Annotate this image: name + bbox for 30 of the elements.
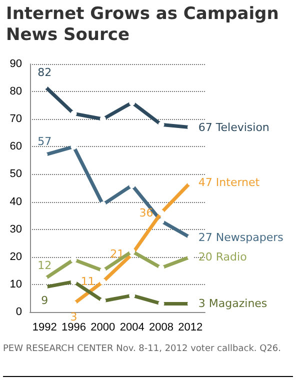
text: 67 Television bbox=[198, 120, 270, 134]
x-tick-label: 1996 bbox=[62, 322, 86, 334]
y-tick-label: 70 bbox=[10, 113, 22, 126]
data-label: 12 bbox=[38, 258, 52, 272]
y-tick-label: 50 bbox=[10, 168, 22, 180]
y-tick-label: 40 bbox=[10, 196, 22, 208]
x-tick-label: 2000 bbox=[90, 322, 116, 334]
data-label: 3 bbox=[70, 310, 78, 324]
y-tick-label: 0 bbox=[16, 306, 22, 318]
y-tick-label: 10 bbox=[10, 278, 22, 290]
x-tick-label: 2008 bbox=[149, 322, 174, 334]
text: 47 Internet bbox=[198, 176, 260, 189]
y-tick-label: 80 bbox=[10, 86, 22, 98]
x-tick-label: 1992 bbox=[32, 322, 57, 334]
data-label: 9 bbox=[41, 294, 48, 308]
x-tick-label: 2004 bbox=[120, 322, 144, 334]
chart-title: Internet Grows as Campaign News Source bbox=[6, 4, 280, 46]
data-label: 11 bbox=[80, 275, 95, 288]
text: 20 Radio bbox=[198, 250, 247, 264]
y-tick-label: 20 bbox=[10, 250, 22, 263]
text: 3 Magazines bbox=[198, 297, 268, 310]
data-label: 57 bbox=[38, 134, 52, 148]
y-tick-label: 90 bbox=[10, 58, 22, 70]
y-tick-label: 60 bbox=[10, 140, 22, 153]
text: 27 Newspapers bbox=[198, 231, 284, 244]
data-label: 36 bbox=[139, 206, 154, 220]
x-tick-label: 2012 bbox=[178, 322, 203, 334]
text: PEW RESEARCH CENTER Nov. 8-11, 2012 voter callback. Q26. bbox=[3, 343, 282, 355]
data-label: 82 bbox=[38, 66, 52, 80]
y-tick-label: 30 bbox=[10, 223, 22, 236]
